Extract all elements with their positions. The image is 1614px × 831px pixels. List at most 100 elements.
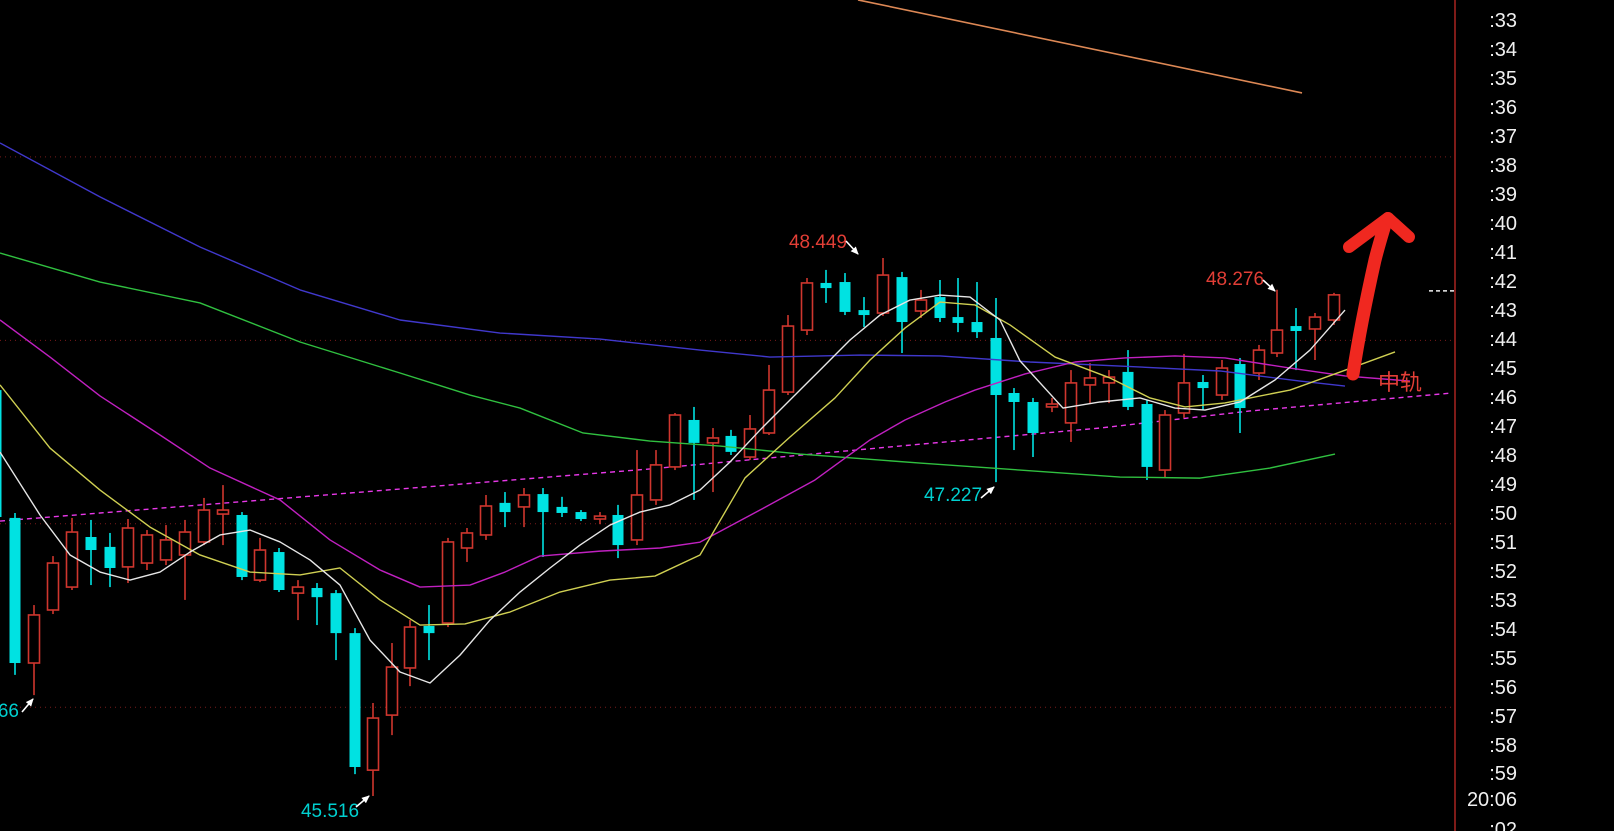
- ma-green-line: [0, 252, 1336, 479]
- time-axis-label: :50: [1489, 503, 1517, 525]
- candle-down: [725, 429, 737, 456]
- annotation-arrow-icon: [845, 240, 859, 255]
- annotation-arrow-icon: [980, 486, 995, 499]
- candle-down: [1290, 308, 1302, 371]
- candle-down: [104, 532, 116, 588]
- candle-down: [537, 488, 549, 557]
- candle-up: [216, 485, 230, 546]
- ma-magenta-line: [0, 319, 1411, 588]
- candle-up: [1252, 344, 1266, 380]
- time-axis-label: :52: [1489, 561, 1517, 583]
- candle-up: [1270, 289, 1284, 358]
- ma-yellow-line: [0, 301, 1396, 626]
- candle-down: [688, 406, 700, 500]
- ma-white-line: [0, 294, 1346, 684]
- candle-down: [85, 519, 97, 586]
- candle-up: [1064, 370, 1078, 442]
- time-axis-label: :34: [1489, 39, 1517, 61]
- candle-up: [781, 315, 795, 396]
- candle-down: [820, 269, 832, 303]
- candle-up: [1327, 292, 1341, 325]
- time-axis-label: :53: [1489, 590, 1517, 612]
- time-axis: :33:34:35:36:37:38:39:40:41:42:43:44:45:…: [1467, 10, 1517, 831]
- annotation-arrow-icon: [1262, 279, 1276, 292]
- time-axis-label: :33: [1489, 10, 1517, 32]
- candle-down: [1197, 375, 1209, 411]
- candle-down: [575, 510, 587, 522]
- candle-down: [311, 583, 323, 626]
- time-axis-label: :37: [1489, 126, 1517, 148]
- candle-down: [273, 548, 285, 593]
- time-axis-label: :02: [1489, 819, 1517, 831]
- candle-up: [1215, 359, 1229, 400]
- time-axis-label: :45: [1489, 358, 1517, 380]
- candle-up: [668, 412, 682, 471]
- candle-up: [1045, 397, 1059, 413]
- candle-down: [423, 605, 435, 661]
- candle-down: [349, 628, 361, 775]
- candle-up: [479, 494, 493, 540]
- candle-down: [330, 590, 342, 661]
- price-annotation-label: 47.227: [924, 485, 982, 506]
- time-axis-label: :40: [1489, 213, 1517, 235]
- time-axis-label: :54: [1489, 619, 1517, 641]
- ma-blue-line: [0, 142, 1346, 387]
- candle-down: [990, 297, 1002, 483]
- candle-up: [291, 580, 305, 621]
- price-annotations: 48.449 48.276 47.227 45.516 66: [0, 232, 1276, 822]
- candle-up: [1177, 353, 1191, 418]
- candle-up: [460, 528, 474, 562]
- candle-up: [385, 643, 399, 736]
- time-axis-label: :38: [1489, 155, 1517, 177]
- candle-down: [952, 277, 964, 333]
- time-axis-label: :49: [1489, 474, 1517, 496]
- candle-up: [1158, 410, 1172, 478]
- candle-up: [517, 488, 531, 528]
- candles-layer: [0, 258, 1341, 796]
- time-axis-label: 20:06: [1467, 789, 1517, 811]
- candle-up: [743, 415, 757, 460]
- candle-up: [366, 703, 380, 796]
- candle-up: [403, 620, 417, 687]
- time-axis-label: :59: [1489, 763, 1517, 785]
- time-axis-label: :57: [1489, 706, 1517, 728]
- time-axis-label: :42: [1489, 271, 1517, 293]
- annotation-arrow-icon: [355, 795, 370, 808]
- candle-up: [441, 537, 455, 628]
- time-axis-label: :44: [1489, 329, 1517, 351]
- time-axis-label: :51: [1489, 532, 1517, 554]
- drawn-up-arrow-icon[interactable]: [1343, 212, 1415, 381]
- candle-up: [27, 605, 41, 696]
- candle-up: [253, 537, 267, 583]
- candle-up: [630, 450, 644, 546]
- time-axis-label: :43: [1489, 300, 1517, 322]
- price-annotation-label: 66: [0, 701, 19, 722]
- candle-up: [649, 450, 663, 505]
- candle-down: [1141, 399, 1153, 480]
- candle-down: [1122, 350, 1134, 411]
- candle-down: [612, 504, 624, 559]
- candle-down: [934, 280, 946, 323]
- candle-up: [140, 530, 154, 571]
- candle-up: [159, 525, 173, 566]
- time-axis-label: :46: [1489, 387, 1517, 409]
- candle-up: [593, 512, 607, 525]
- time-axis-label: :47: [1489, 416, 1517, 438]
- time-axis-label: :41: [1489, 242, 1517, 264]
- time-axis-label: :58: [1489, 735, 1517, 757]
- time-axis-label: :48: [1489, 445, 1517, 467]
- candle-up: [121, 519, 135, 584]
- candle-down: [9, 512, 21, 675]
- candle-down: [839, 273, 851, 316]
- time-axis-label: :35: [1489, 68, 1517, 90]
- candle-down: [1234, 357, 1246, 433]
- candle-down: [499, 492, 511, 528]
- price-annotation-label: 48.276: [1206, 269, 1264, 290]
- candle-down: [556, 496, 568, 518]
- candle-up: [706, 428, 720, 493]
- candle-up: [800, 277, 814, 336]
- price-annotation-label: 48.449: [789, 232, 847, 253]
